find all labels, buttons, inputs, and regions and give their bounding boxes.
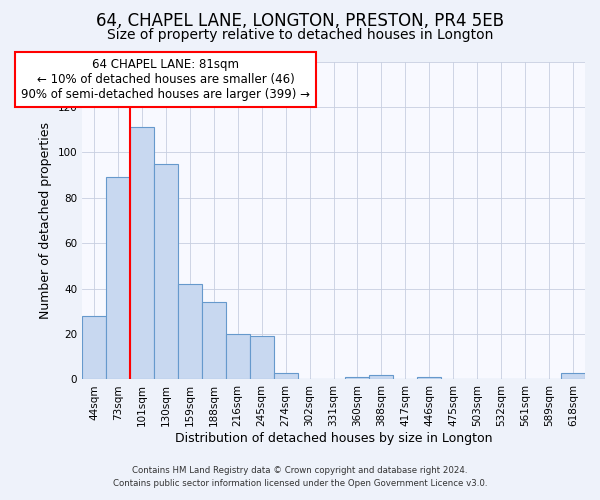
Bar (250, 336, 274, 380)
Bar (82, 316, 106, 380)
Bar (418, 377, 441, 380)
Text: 64 CHAPEL LANE: 81sqm
← 10% of detached houses are smaller (46)
90% of semi-deta: 64 CHAPEL LANE: 81sqm ← 10% of detached … (22, 58, 310, 101)
Bar (154, 164, 178, 380)
X-axis label: Distribution of detached houses by size in Longton: Distribution of detached houses by size … (175, 432, 492, 445)
Text: Contains HM Land Registry data © Crown copyright and database right 2024.
Contai: Contains HM Land Registry data © Crown c… (113, 466, 487, 487)
Bar (130, 128, 154, 380)
Bar (226, 334, 250, 380)
Bar (106, 178, 130, 380)
Bar (202, 302, 226, 380)
Bar (561, 372, 585, 380)
Text: Size of property relative to detached houses in Longton: Size of property relative to detached ho… (107, 28, 493, 42)
Bar (274, 372, 298, 380)
Text: 64, CHAPEL LANE, LONGTON, PRESTON, PR4 5EB: 64, CHAPEL LANE, LONGTON, PRESTON, PR4 5… (96, 12, 504, 30)
Bar (346, 377, 370, 380)
Bar (178, 284, 202, 380)
Bar (370, 375, 394, 380)
Y-axis label: Number of detached properties: Number of detached properties (39, 122, 52, 319)
